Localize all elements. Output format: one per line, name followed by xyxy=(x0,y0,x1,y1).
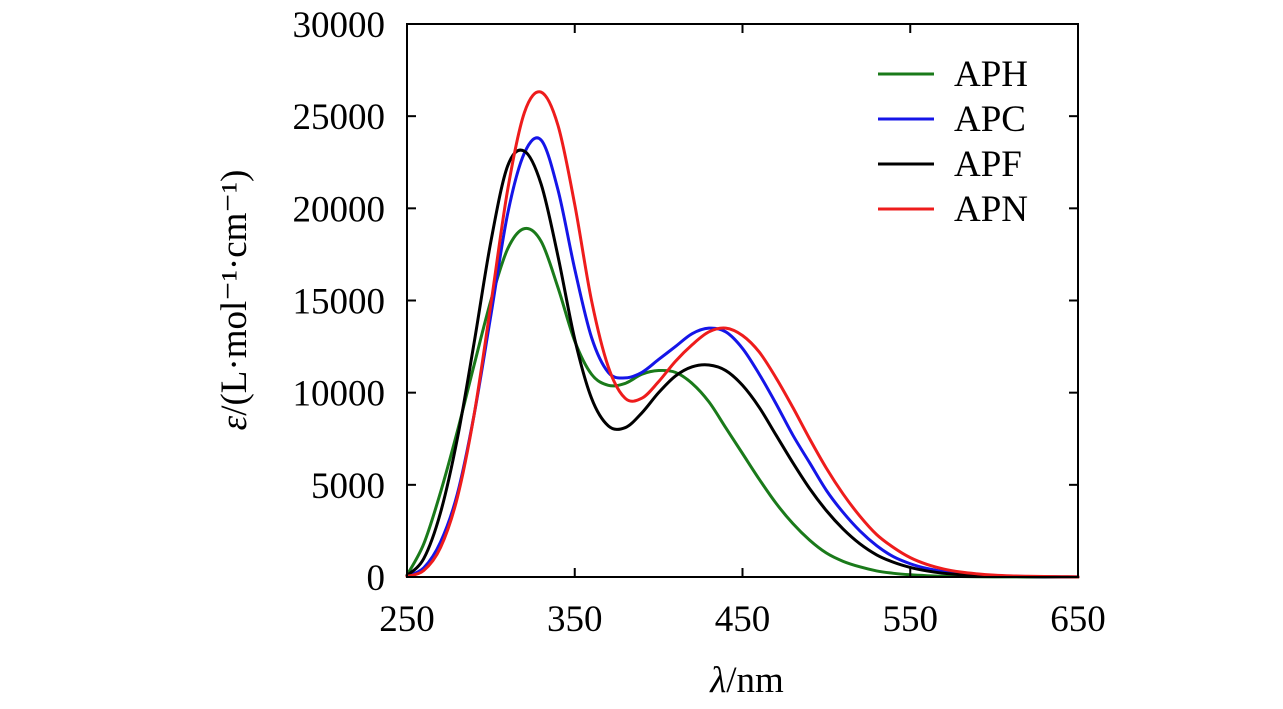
legend-label: APF xyxy=(954,144,1022,185)
legend-item-apc: APC xyxy=(878,99,1026,140)
series-line-aph xyxy=(405,226,1080,579)
y-axis-symbol: ε xyxy=(214,415,255,430)
legend-label: APN xyxy=(954,189,1028,230)
label-layer: 250 350 450 550 650 0 5000 10000 15000 20000 25000… xyxy=(293,5,1106,640)
y-tick-label: 5000 xyxy=(311,466,385,507)
y-tick-label: 30000 xyxy=(293,5,386,46)
y-tick-label: 25000 xyxy=(293,97,386,138)
series-line-apn xyxy=(405,90,1080,579)
tick-layer xyxy=(406,23,1079,578)
x-tick-label: 550 xyxy=(883,599,939,640)
series-line-apf xyxy=(405,148,1080,579)
x-axis-symbol: λ xyxy=(709,660,726,701)
x-tick-label: 650 xyxy=(1050,599,1106,640)
legend-label: APC xyxy=(954,99,1026,140)
legend-item-aph: APH xyxy=(878,54,1028,95)
legend-label: APH xyxy=(954,54,1028,95)
x-axis-unit: /nm xyxy=(726,660,784,701)
legend-item-apn: APN xyxy=(878,189,1028,230)
x-tick-label: 450 xyxy=(715,599,771,640)
x-tick-label: 250 xyxy=(379,599,435,640)
x-tick-label: 350 xyxy=(547,599,603,640)
y-axis-title: ε/(L·mol⁻¹·cm⁻¹) xyxy=(214,170,255,431)
y-tick-label: 20000 xyxy=(293,189,386,230)
y-tick-label: 15000 xyxy=(293,282,386,323)
y-axis-unit: /(L·mol⁻¹·cm⁻¹) xyxy=(214,170,255,416)
x-axis-title: λ/nm xyxy=(709,660,784,701)
y-tick-label: 0 xyxy=(367,558,386,599)
y-tick-label: 10000 xyxy=(293,374,386,415)
legend-item-apf: APF xyxy=(878,144,1022,185)
